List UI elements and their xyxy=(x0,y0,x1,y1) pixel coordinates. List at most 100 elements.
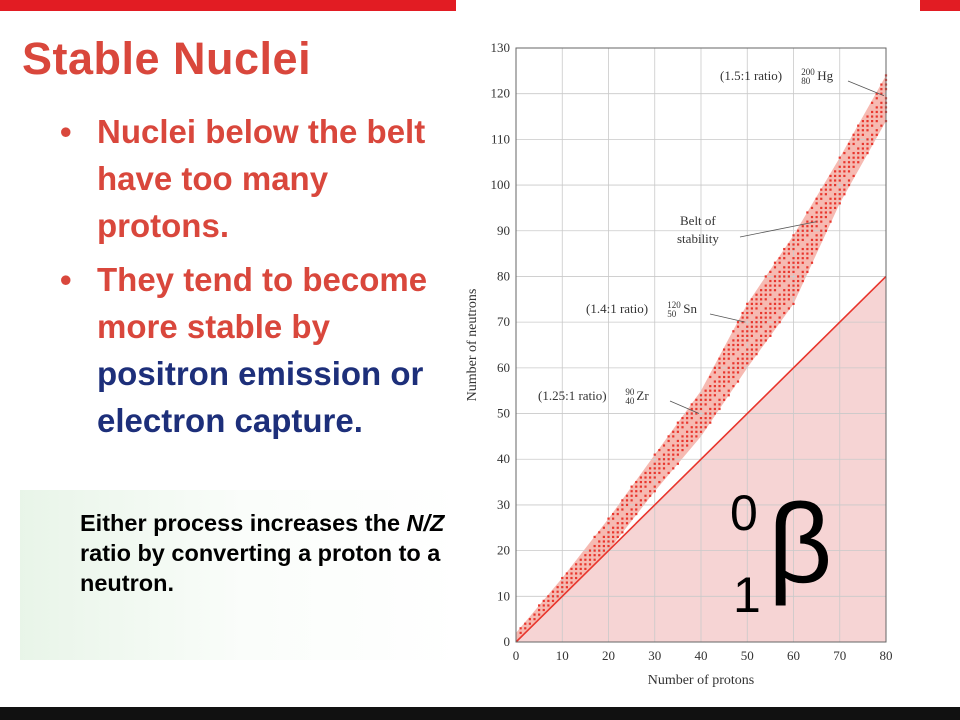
stable-nucleus-dot xyxy=(681,448,684,452)
stable-nucleus-dot xyxy=(718,357,721,360)
stable-nucleus-dot xyxy=(847,156,851,159)
stable-nucleus-dot xyxy=(616,522,619,525)
stable-nucleus-dot xyxy=(750,302,753,305)
stable-nucleus-dot xyxy=(538,608,541,612)
stable-nucleus-dot xyxy=(667,448,670,452)
stable-nucleus-dot xyxy=(653,471,656,475)
stable-nucleus-dot xyxy=(672,453,675,456)
stable-nucleus-dot xyxy=(704,421,707,424)
stable-nucleus-dot xyxy=(773,325,777,328)
stable-nucleus-dot xyxy=(658,480,661,484)
stable-nucleus-dot xyxy=(810,238,814,242)
stable-nucleus-dot xyxy=(690,403,693,406)
stable-nucleus-dot xyxy=(732,371,735,374)
stable-nucleus-dot xyxy=(616,508,619,511)
stable-nucleus-dot xyxy=(718,362,721,365)
stable-nucleus-dot xyxy=(820,220,823,223)
stable-nucleus-dot xyxy=(764,307,767,310)
stable-nucleus-dot xyxy=(847,142,851,146)
stable-nucleus-dot xyxy=(607,544,610,548)
y-tick-label: 120 xyxy=(491,86,511,101)
stable-nucleus-dot xyxy=(875,97,878,100)
stable-nucleus-dot xyxy=(746,339,749,342)
stable-nucleus-dot xyxy=(644,494,647,497)
stable-nucleus-dot xyxy=(769,279,772,283)
stable-nucleus-dot xyxy=(824,183,827,187)
stable-nucleus-dot xyxy=(857,147,860,150)
stable-nucleus-dot xyxy=(866,129,869,132)
stable-nucleus-dot xyxy=(681,426,684,429)
stable-nucleus-dot xyxy=(750,330,753,333)
stable-nucleus-dot xyxy=(732,375,735,379)
stable-nucleus-dot xyxy=(797,234,800,237)
stable-nucleus-dot xyxy=(699,430,703,433)
stable-nucleus-dot xyxy=(667,458,670,461)
stable-nucleus-dot xyxy=(746,316,749,319)
stable-nucleus-dot xyxy=(834,197,837,200)
stable-nucleus-dot xyxy=(760,343,763,347)
x-tick-label: 40 xyxy=(695,648,708,663)
stable-nucleus-dot xyxy=(750,325,753,328)
stable-nucleus-dot xyxy=(861,142,864,146)
stable-nucleus-dot xyxy=(797,261,800,264)
stable-nucleus-dot xyxy=(875,92,878,95)
stable-nucleus-dot xyxy=(718,398,721,401)
note-part-2: ratio by converting a proton to a neutro… xyxy=(80,540,441,596)
stable-nucleus-dot xyxy=(773,302,777,305)
stable-nucleus-dot xyxy=(709,398,712,401)
stable-nucleus-dot xyxy=(625,499,629,502)
stable-nucleus-dot xyxy=(760,321,763,324)
stable-nucleus-dot xyxy=(736,371,740,374)
stable-nucleus-dot xyxy=(667,435,670,438)
stable-nucleus-dot xyxy=(588,558,592,561)
stable-nucleus-dot xyxy=(709,417,712,420)
stable-nucleus-dot xyxy=(746,353,749,356)
stable-nucleus-dot xyxy=(607,517,610,520)
stable-nucleus-dot xyxy=(598,540,601,543)
stable-nucleus-dot xyxy=(778,302,781,305)
stable-nucleus-dot xyxy=(880,92,883,95)
stable-nucleus-dot xyxy=(764,311,767,315)
stable-nucleus-dot xyxy=(871,142,874,146)
stable-nucleus-dot xyxy=(764,284,767,287)
stable-nucleus-dot xyxy=(704,412,707,415)
stable-nucleus-dot xyxy=(649,471,652,475)
stable-nucleus-dot xyxy=(820,197,823,200)
stable-nucleus-dot xyxy=(612,512,615,516)
stable-nucleus-dot xyxy=(621,499,624,502)
stable-nucleus-dot xyxy=(778,257,781,260)
stable-nucleus-dot xyxy=(764,334,767,337)
stable-nucleus-dot xyxy=(672,448,675,452)
stable-nucleus-dot xyxy=(875,129,878,132)
stable-nucleus-dot xyxy=(607,535,610,539)
stable-nucleus-dot xyxy=(727,366,730,369)
stable-nucleus-dot xyxy=(575,567,578,570)
stable-nucleus-dot xyxy=(838,193,841,196)
stable-nucleus-dot xyxy=(681,417,684,420)
stable-nucleus-dot xyxy=(797,243,800,246)
x-tick-label: 50 xyxy=(741,648,754,663)
stable-nucleus-dot xyxy=(829,211,832,214)
stable-nucleus-dot xyxy=(690,435,693,438)
annotation-zr-element-symbol: Zr xyxy=(636,388,649,403)
stable-nucleus-dot xyxy=(690,439,693,443)
stable-nucleus-dot xyxy=(519,627,522,630)
stable-nucleus-dot xyxy=(709,394,712,397)
stable-nucleus-dot xyxy=(579,563,582,566)
stable-nucleus-dot xyxy=(547,595,550,598)
stable-nucleus-dot xyxy=(732,353,735,356)
stable-nucleus-dot xyxy=(815,215,818,219)
stable-nucleus-dot xyxy=(565,581,568,584)
stable-nucleus-dot xyxy=(686,412,689,415)
stable-nucleus-dot xyxy=(736,380,740,383)
stable-nucleus-dot xyxy=(792,279,795,283)
stable-nucleus-dot xyxy=(783,311,786,315)
x-tick-label: 80 xyxy=(880,648,893,663)
stable-nucleus-dot xyxy=(584,554,587,557)
stable-nucleus-dot xyxy=(699,426,703,429)
stable-nucleus-dot xyxy=(727,357,730,360)
stable-nucleus-dot xyxy=(861,151,864,155)
stable-nucleus-dot xyxy=(847,183,851,187)
stable-nucleus-dot xyxy=(824,206,827,210)
